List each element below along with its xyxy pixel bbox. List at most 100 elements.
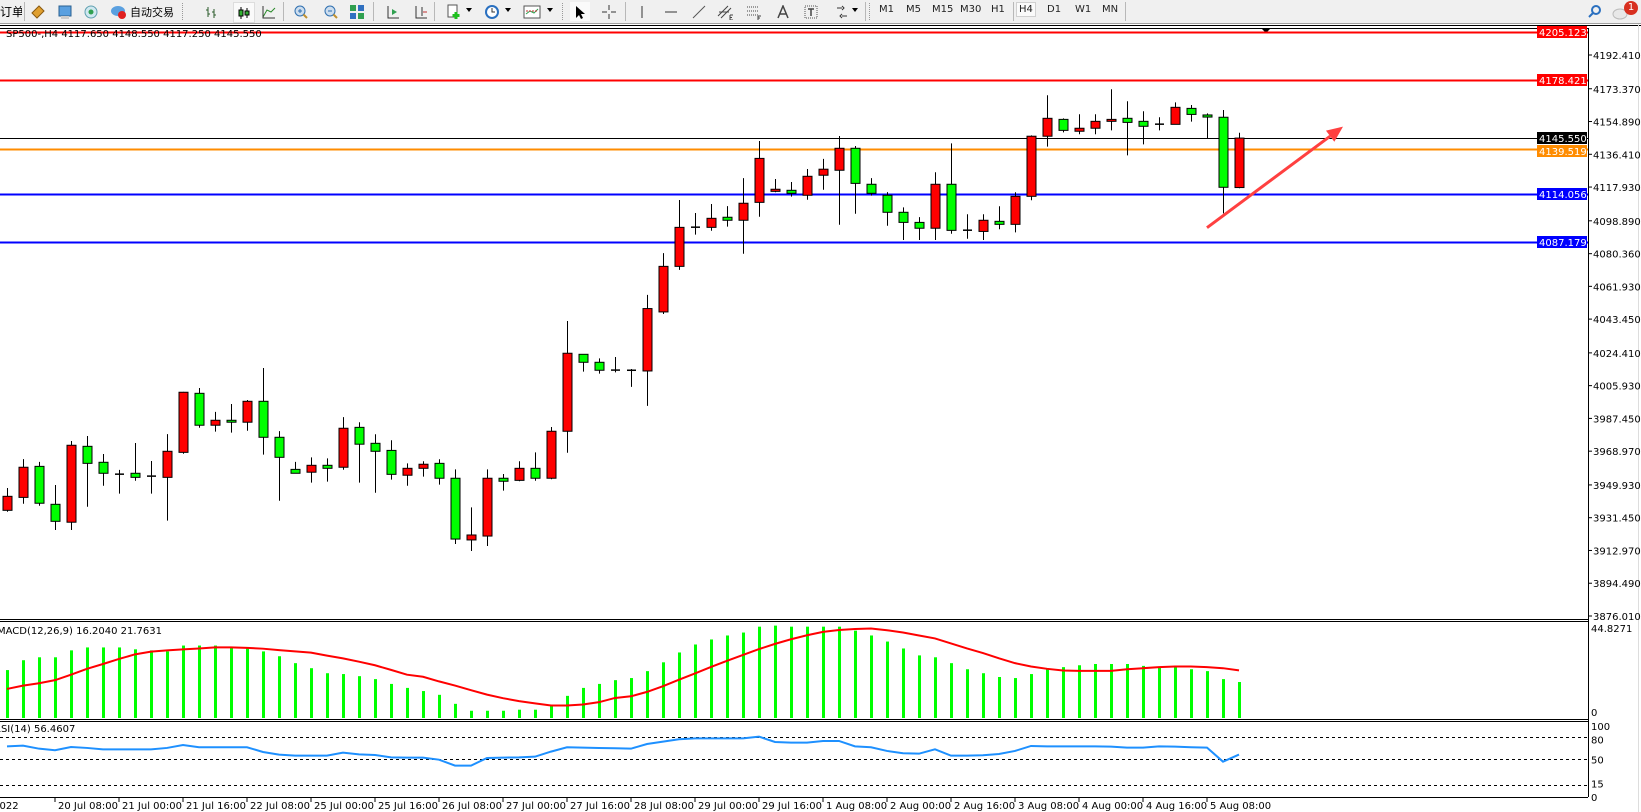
rsi-level-label: 50 [1591,756,1604,767]
toolbar-grip[interactable] [182,3,186,20]
templates-icon[interactable] [522,2,542,21]
macd-histogram-bar [134,649,137,718]
candle [946,143,957,234]
fibonacci-icon[interactable] [744,2,764,21]
timeframe-m15[interactable]: M15 [932,4,954,15]
timeframe-m30[interactable]: M30 [960,4,982,15]
candle [210,411,221,432]
notifications-button[interactable]: 1 [1610,1,1640,21]
candle-body [562,352,573,432]
chart-shift-icon[interactable] [411,2,431,21]
indicator-dropdown-arrow[interactable] [466,8,472,12]
time-label: 2 Aug 00:00 [890,801,951,812]
candle-body [418,463,429,469]
macd-histogram-bar [598,683,601,718]
candle [322,458,333,482]
timeframe-d1[interactable]: D1 [1047,4,1062,15]
candle-body [1170,106,1181,125]
macd-histogram-bar [6,670,9,718]
macd-histogram-bar [1046,669,1049,718]
macd-histogram-bar [694,644,697,718]
price-line-label-bg [1537,236,1587,248]
macd-histogram-bar [614,680,617,718]
time-label: 21 Jul 16:00 [186,801,246,812]
timeframe-m1[interactable]: M1 [879,4,894,15]
bar-chart-icon[interactable] [202,2,222,21]
templates-dropdown-arrow[interactable] [547,8,553,12]
candle-body [18,466,29,498]
tile-windows-icon[interactable] [347,2,367,21]
price-tick-label: 3894.490 [1593,579,1641,590]
candle [594,358,605,374]
line-chart-icon[interactable] [259,2,279,21]
candle-body [1090,120,1101,129]
candle-body [946,183,957,231]
candle-body [178,391,189,453]
toolbar-grip[interactable] [562,3,566,20]
time-label: 5 Aug 08:00 [1210,801,1271,812]
candlestick-icon[interactable] [233,2,255,23]
candle-body [1202,114,1213,118]
text-label-icon[interactable] [801,2,821,21]
macd-histogram-bar [1206,671,1209,718]
autotrade-button[interactable]: 自动交易 [108,2,176,21]
macd-histogram-bar [1062,667,1065,718]
time-label: 27 Jul 16:00 [570,801,630,812]
macd-histogram-bar [214,645,217,718]
rsi-scale-label: 0 [1591,793,1597,804]
macd-histogram-bar [294,663,297,718]
chart-shift-marker [1261,28,1271,33]
crosshair-icon[interactable] [599,2,619,21]
zoom-out-icon[interactable] [321,2,341,21]
macd-histogram-bar [806,626,809,718]
arrows-dropdown-arrow[interactable] [852,8,858,12]
macd-histogram-bar [102,647,105,718]
new-indicator-icon[interactable] [444,2,464,21]
navigator-icon[interactable] [55,2,75,21]
price-tick-label: 3912.970 [1593,546,1641,557]
macd-histogram-bar [710,639,713,718]
candle-body [82,445,93,464]
timeframe-w1[interactable]: W1 [1075,4,1092,15]
price-tick-label: 4061.930 [1593,282,1641,293]
macd-histogram-bar [1094,663,1097,718]
candle-body [482,477,493,537]
macd-histogram-bar [326,673,329,718]
timeframe-m5[interactable]: M5 [906,4,921,15]
price-line-label: 4145.550 [1539,134,1587,145]
arrows-icon[interactable] [832,2,852,21]
cursor-icon[interactable] [570,2,590,21]
equidistant-channel-icon[interactable] [716,2,736,21]
candle-body [882,194,893,213]
periods-dropdown-arrow[interactable] [505,8,511,12]
vertical-line-icon[interactable] [632,2,652,21]
text-icon[interactable] [773,2,793,21]
candle-body [738,202,749,221]
horizontal-line-icon[interactable] [661,2,681,21]
candle [1058,118,1069,133]
price-line-label: 4087.179 [1539,238,1587,249]
candle [578,353,589,372]
candle [691,212,700,235]
macd-histogram-bar [758,626,761,718]
new-order-button[interactable]: 订单 [0,2,22,21]
auto-scroll-icon[interactable] [383,2,403,21]
candle [1090,114,1101,135]
macd-histogram-bar [822,626,825,718]
candle-body [338,427,349,468]
market-watch-icon[interactable] [28,2,48,21]
periods-clock-icon[interactable] [482,2,502,21]
timeframe-h1[interactable]: H1 [991,4,1005,15]
toolbar-grip[interactable] [869,3,873,20]
signals-icon[interactable] [81,2,101,21]
zoom-in-icon[interactable] [291,2,311,21]
timeframe-h4[interactable]: H4 [1016,2,1036,17]
macd-histogram-bar [1078,665,1081,718]
candle-body [642,308,653,372]
candle-body [370,442,381,452]
search-icon[interactable] [1585,2,1605,21]
candle-body [914,221,925,229]
trendline-icon[interactable] [689,2,709,21]
timeframe-mn[interactable]: MN [1102,4,1119,15]
